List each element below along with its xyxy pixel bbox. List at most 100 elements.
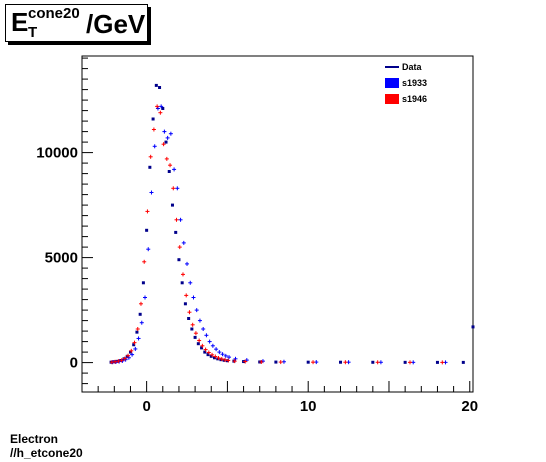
s1946-point [184, 293, 189, 298]
s1946-point [232, 359, 237, 364]
title-base: E [11, 7, 29, 37]
s1946-point [151, 127, 156, 132]
data-point [461, 360, 465, 364]
data-point [212, 356, 216, 360]
s1933-point [223, 353, 228, 358]
s1946-point [213, 354, 218, 359]
legend-label-s1933: s1933 [402, 78, 427, 88]
s1933-point [155, 106, 160, 111]
s1946-point [177, 245, 182, 250]
data-point [203, 350, 207, 354]
s1933-point [139, 320, 144, 325]
s1946-point [138, 301, 143, 306]
data-point [132, 343, 136, 347]
s1946-point [171, 186, 176, 191]
s1946-point [164, 156, 169, 161]
x-tick-label: 0 [142, 398, 150, 415]
data-point [158, 86, 162, 89]
data-point [339, 360, 343, 364]
footer-label-path: //h_etcone20 [10, 446, 83, 460]
axis-ticks [81, 57, 471, 392]
histogram-title-box: E cone20 T /GeV [5, 4, 148, 42]
data-point [206, 353, 210, 357]
s1933-point [162, 129, 167, 134]
data-point [371, 360, 375, 364]
data-point [177, 258, 181, 262]
s1946-point [116, 359, 121, 364]
s1933-point [149, 190, 154, 195]
data-point [209, 354, 213, 358]
s1946-point [129, 348, 134, 353]
s1946-point [343, 360, 348, 365]
s1946-point [158, 110, 163, 115]
title-subscript: T [28, 24, 38, 41]
s1946-point [122, 356, 127, 361]
s1933-point [130, 352, 135, 357]
legend-label-Data: Data [402, 62, 423, 72]
data-point [148, 165, 152, 169]
data-point [145, 228, 149, 232]
s1933-point [175, 186, 180, 191]
s1933-point [143, 295, 148, 300]
s1946-point [113, 359, 118, 364]
data-point [167, 170, 171, 173]
s1946-point [197, 338, 202, 343]
s1933-point [233, 356, 238, 361]
s1933-point [201, 327, 206, 331]
s1933-point [168, 131, 173, 136]
s1946-point [311, 360, 316, 365]
y-tick-label: 10000 [36, 145, 78, 162]
s1946-point [187, 310, 192, 315]
legend: Data s1933 s1946 [385, 62, 427, 104]
x-tick-label: 20 [461, 398, 478, 415]
s1946-point [193, 331, 198, 336]
s1946-point [174, 217, 179, 222]
s1946-point [126, 353, 131, 358]
s1946-point [190, 322, 195, 327]
legend-swatch-s1933 [385, 78, 399, 88]
data-point [170, 203, 174, 207]
data-point [141, 281, 145, 285]
s1933-point [204, 333, 209, 338]
s1946-point [259, 359, 264, 364]
s1946-point [168, 163, 173, 168]
data-point [403, 360, 407, 364]
s1946-point [226, 358, 231, 363]
s1933-point [194, 308, 199, 313]
s1933-point [220, 352, 225, 357]
data-point [161, 107, 165, 110]
data-point [138, 312, 142, 316]
s1946-point [278, 360, 283, 365]
y-tick-label: 0 [70, 355, 78, 372]
data-point [187, 317, 191, 320]
footer-label-category: Electron [10, 432, 59, 446]
data-point [183, 302, 187, 306]
s1946-point [135, 327, 140, 331]
data-point [151, 117, 155, 121]
data-point [471, 325, 475, 329]
data-point [274, 360, 278, 364]
s1933-point [181, 240, 186, 245]
data-point [125, 354, 129, 358]
s1946-point [161, 142, 166, 147]
s1933-point [146, 247, 151, 252]
s1933-point [152, 144, 157, 149]
data-point [164, 140, 168, 144]
s1946-point [222, 357, 227, 362]
s1946-point [206, 350, 211, 355]
s1946-point [180, 272, 185, 277]
data-marks [109, 83, 475, 365]
plot-frame [81, 55, 474, 393]
data-point [435, 360, 439, 364]
y-tick-label: 5000 [45, 250, 78, 267]
s1946-point [145, 209, 150, 214]
s1946-point [132, 340, 137, 345]
s1946-point [148, 154, 153, 159]
s1933-point [159, 104, 164, 109]
s1933-point [217, 350, 222, 355]
legend-label-s1946: s1946 [402, 94, 427, 104]
s1946-point [142, 259, 147, 264]
s1933-point [207, 339, 212, 344]
s1946-point [440, 360, 445, 365]
